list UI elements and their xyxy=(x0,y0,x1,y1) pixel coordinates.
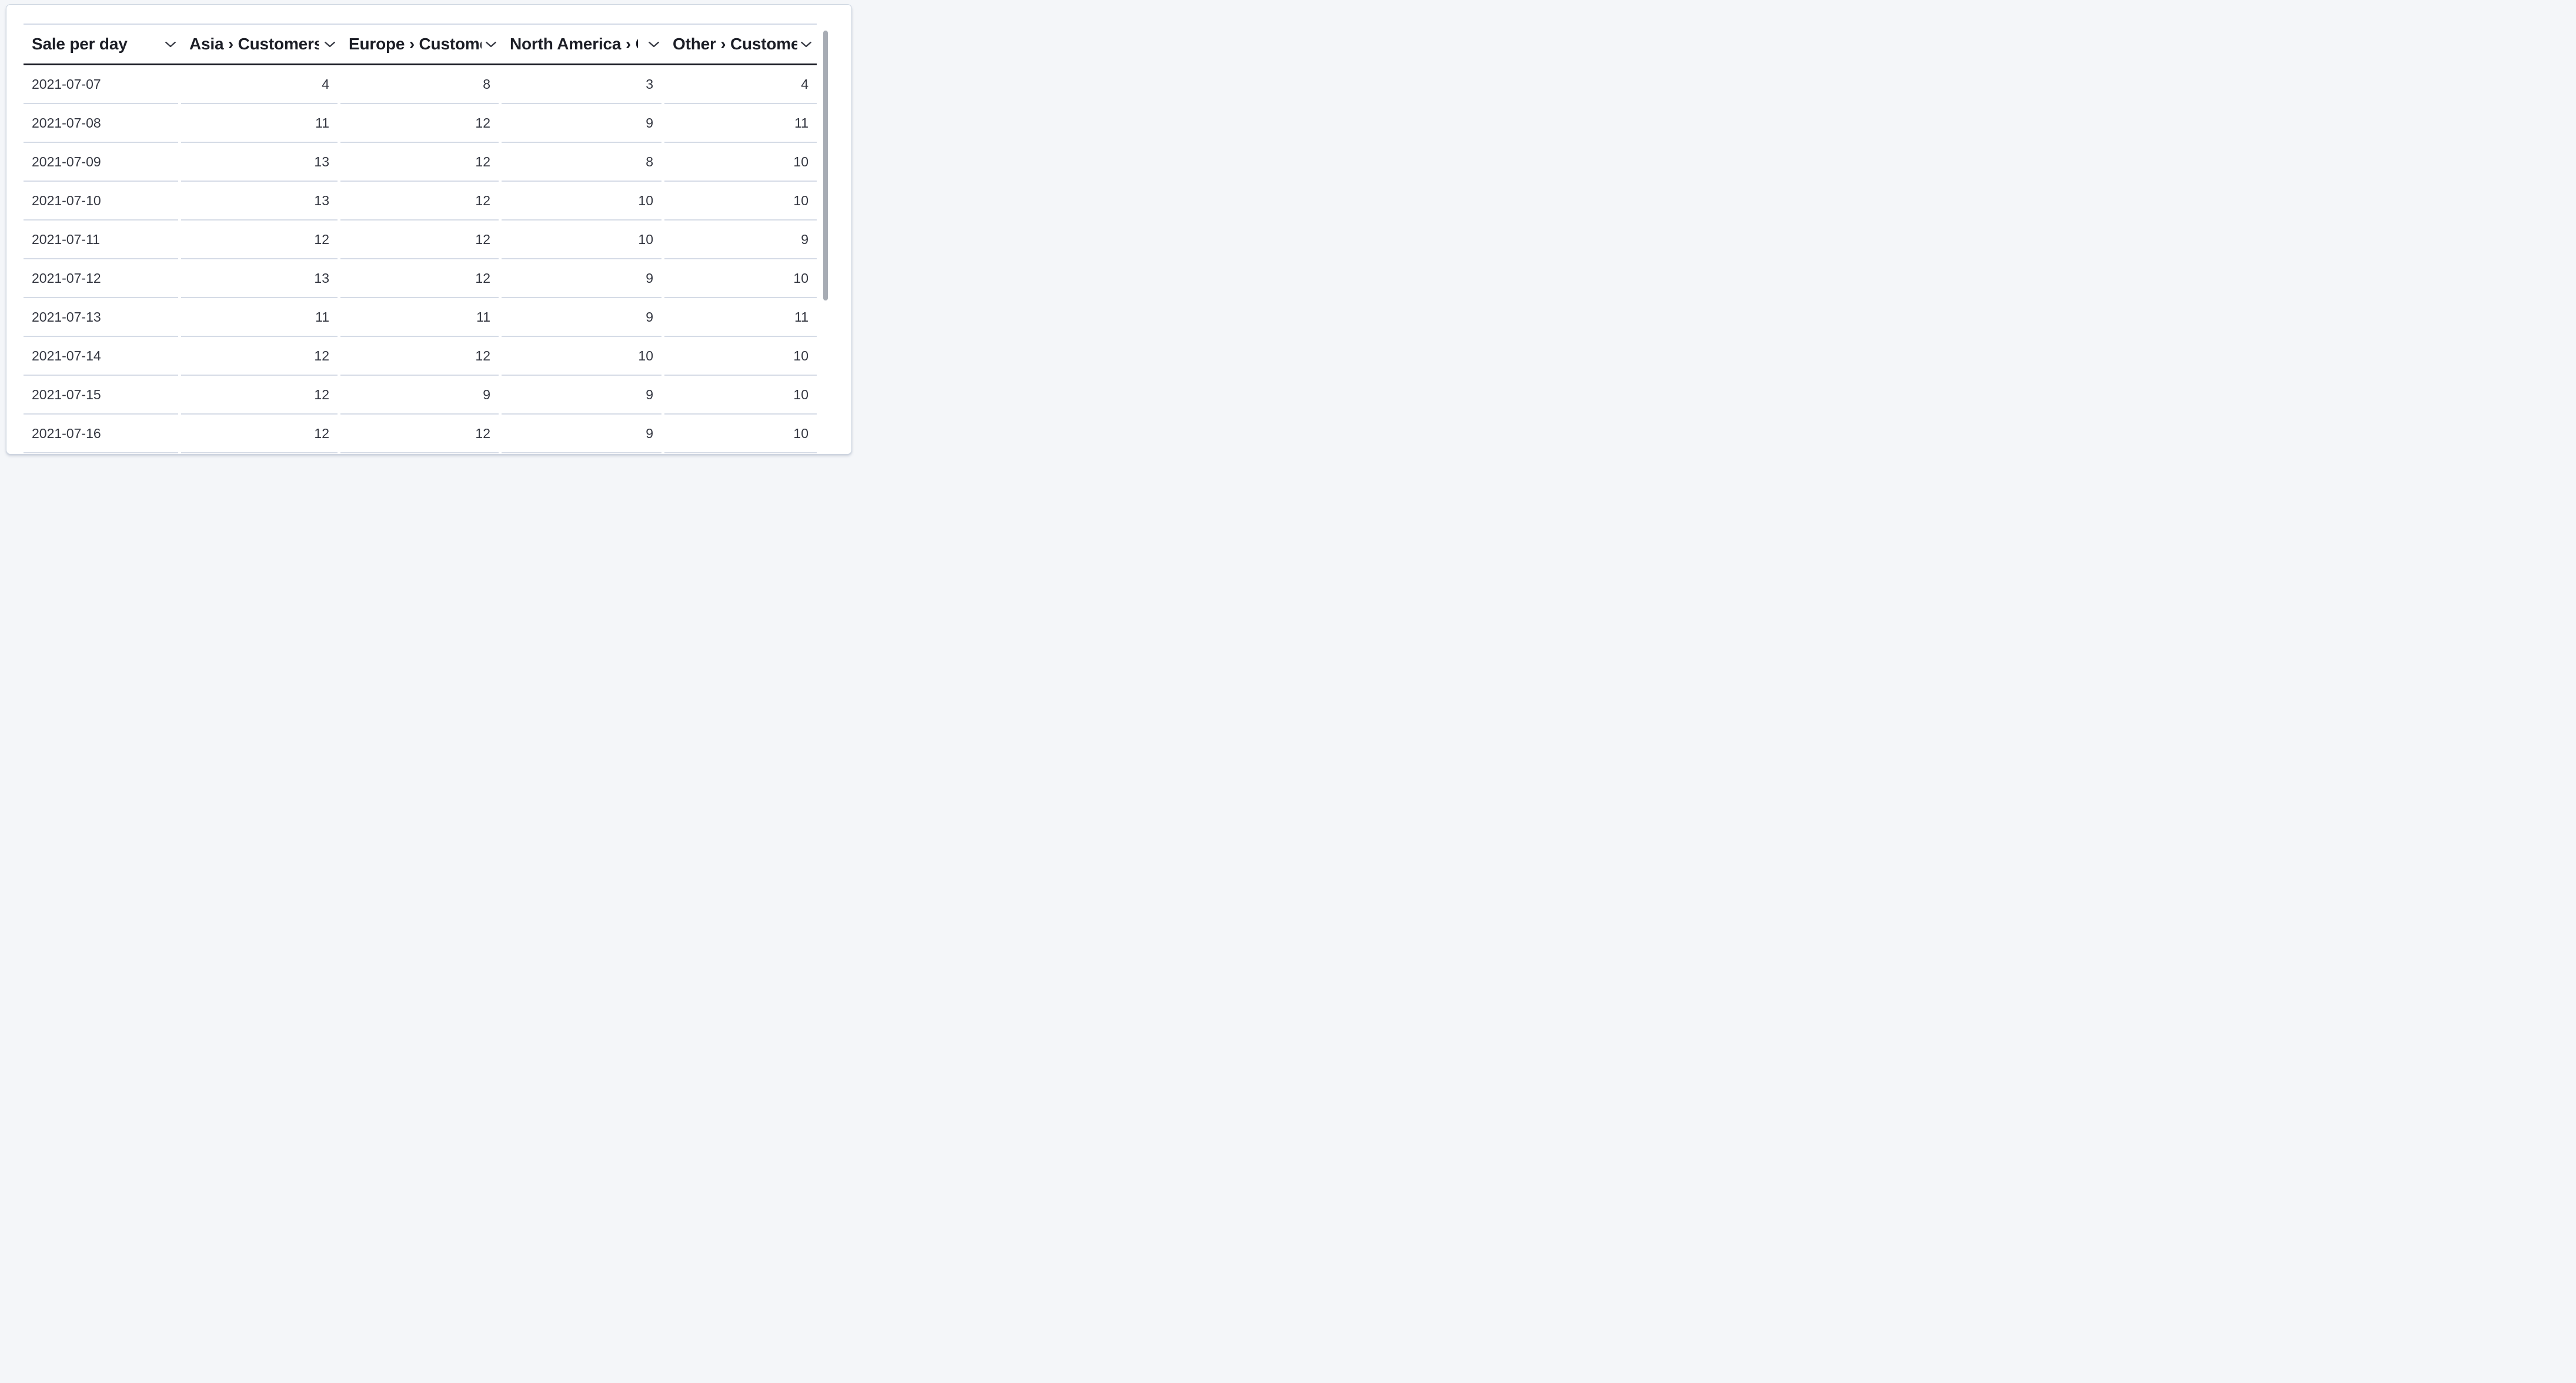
column-header-label: Asia › Customers xyxy=(189,35,319,53)
table-row: 2021-07-16 12 12 9 10 xyxy=(24,415,817,453)
chevron-down-icon[interactable] xyxy=(165,41,176,48)
value-cell-north-america: 10 xyxy=(502,182,661,221)
value-cell-asia: 4 xyxy=(181,65,338,104)
screen: Sale per day Asia › Customers Europe › Cus… xyxy=(0,0,858,461)
date-cell: 2021-07-14 xyxy=(24,337,178,376)
table-row: 2021-07-08 11 12 9 11 xyxy=(24,104,817,143)
column-header-label: Europe › Customers xyxy=(349,35,482,53)
chevron-down-icon[interactable] xyxy=(325,41,335,48)
value-cell-europe: 12 xyxy=(340,337,499,376)
table-body: 2021-07-07 4 8 3 4 2021-07-08 11 12 9 11 2021-07-0… xyxy=(24,65,817,453)
date-cell: 2021-07-11 xyxy=(24,221,178,259)
vertical-scrollbar-thumb[interactable] xyxy=(823,31,828,300)
value-cell-asia: 12 xyxy=(181,337,338,376)
value-cell-north-america: 8 xyxy=(502,143,661,182)
date-cell: 2021-07-12 xyxy=(24,259,178,298)
value-cell-other: 10 xyxy=(664,259,817,298)
value-cell-europe: 12 xyxy=(340,182,499,221)
value-cell-other: 10 xyxy=(664,415,817,453)
value-cell-europe: 12 xyxy=(340,104,499,143)
value-cell-other: 4 xyxy=(664,65,817,104)
value-cell-asia: 13 xyxy=(181,182,338,221)
table-row: 2021-07-09 13 12 8 10 xyxy=(24,143,817,182)
date-cell: 2021-07-08 xyxy=(24,104,178,143)
date-cell: 2021-07-15 xyxy=(24,376,178,415)
value-cell-north-america: 10 xyxy=(502,337,661,376)
value-cell-europe: 12 xyxy=(340,259,499,298)
value-cell-europe: 12 xyxy=(340,221,499,259)
value-cell-asia: 13 xyxy=(181,259,338,298)
value-cell-north-america: 9 xyxy=(502,298,661,337)
value-cell-other: 10 xyxy=(664,376,817,415)
value-cell-other: 9 xyxy=(664,221,817,259)
value-cell-north-america: 9 xyxy=(502,415,661,453)
value-cell-europe: 11 xyxy=(340,298,499,337)
column-header-other[interactable]: Other › Customers xyxy=(664,25,817,64)
value-cell-other: 11 xyxy=(664,104,817,143)
table-header-row: Sale per day Asia › Customers Europe › Cus… xyxy=(24,24,817,65)
column-header-asia[interactable]: Asia › Customers xyxy=(181,25,340,64)
value-cell-other: 10 xyxy=(664,143,817,182)
value-cell-north-america: 9 xyxy=(502,259,661,298)
value-cell-north-america: 9 xyxy=(502,104,661,143)
value-cell-north-america: 10 xyxy=(502,221,661,259)
table-row: 2021-07-15 12 9 9 10 xyxy=(24,376,817,415)
value-cell-north-america: 9 xyxy=(502,376,661,415)
column-header-europe[interactable]: Europe › Customers xyxy=(340,25,502,64)
value-cell-asia: 12 xyxy=(181,415,338,453)
value-cell-asia: 13 xyxy=(181,143,338,182)
date-cell: 2021-07-10 xyxy=(24,182,178,221)
value-cell-europe: 12 xyxy=(340,143,499,182)
value-cell-other: 10 xyxy=(664,182,817,221)
table-row: 2021-07-07 4 8 3 4 xyxy=(24,65,817,104)
column-header-label: Other › Customers xyxy=(673,35,797,53)
value-cell-north-america: 3 xyxy=(502,65,661,104)
value-cell-asia: 11 xyxy=(181,104,338,143)
value-cell-other: 11 xyxy=(664,298,817,337)
value-cell-asia: 12 xyxy=(181,376,338,415)
date-cell: 2021-07-09 xyxy=(24,143,178,182)
table-row: 2021-07-10 13 12 10 10 xyxy=(24,182,817,221)
value-cell-other: 10 xyxy=(664,337,817,376)
column-header-label: Sale per day xyxy=(32,35,128,53)
chevron-down-icon[interactable] xyxy=(649,41,659,48)
date-cell: 2021-07-16 xyxy=(24,415,178,453)
value-cell-asia: 12 xyxy=(181,221,338,259)
table-row: 2021-07-12 13 12 9 10 xyxy=(24,259,817,298)
table-row: 2021-07-13 11 11 9 11 xyxy=(24,298,817,337)
value-cell-europe: 12 xyxy=(340,415,499,453)
table-panel: Sale per day Asia › Customers Europe › Cus… xyxy=(6,4,852,455)
table-row: 2021-07-14 12 12 10 10 xyxy=(24,337,817,376)
date-cell: 2021-07-13 xyxy=(24,298,178,337)
sale-per-day-table: Sale per day Asia › Customers Europe › Cus… xyxy=(24,24,817,453)
chevron-down-icon[interactable] xyxy=(801,41,811,48)
value-cell-asia: 11 xyxy=(181,298,338,337)
column-header-date[interactable]: Sale per day xyxy=(24,25,181,64)
table-row: 2021-07-11 12 12 10 9 xyxy=(24,221,817,259)
value-cell-europe: 9 xyxy=(340,376,499,415)
column-header-north-america[interactable]: North America › Customers xyxy=(502,25,664,64)
column-header-label: North America › Customers xyxy=(510,35,638,53)
value-cell-europe: 8 xyxy=(340,65,499,104)
chevron-down-icon[interactable] xyxy=(486,41,496,48)
date-cell: 2021-07-07 xyxy=(24,65,178,104)
